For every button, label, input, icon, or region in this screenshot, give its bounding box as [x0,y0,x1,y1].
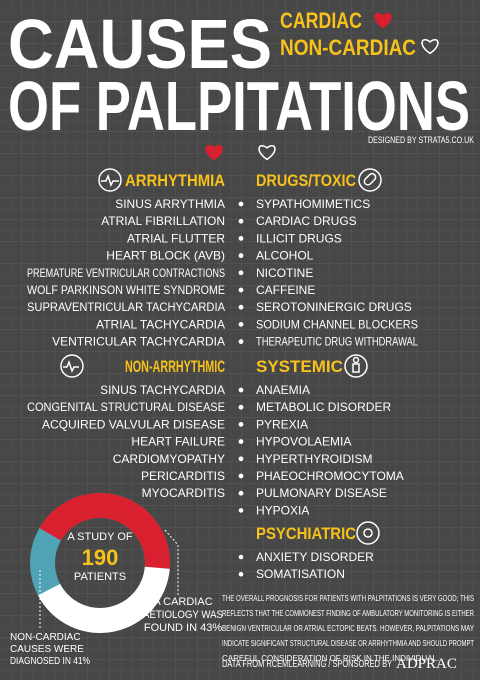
bullet [238,508,244,513]
leader [164,529,179,596]
cause-item: HYPOVOLAEMIA [256,435,351,449]
bullet [238,422,244,427]
segment-label: NON-CARDIAC [10,632,81,643]
cause-item: PREMATURE VENTRICULAR CONTRACTIONS [27,266,225,280]
cause-item: CONGENITAL STRUCTURAL DISEASE [27,400,225,414]
cause-item: ATRIAL FIBRILLATION [101,214,225,228]
cause-item: SINUS TACHYCARDIA [100,383,225,397]
study-center-text: A STUDY OF [67,531,132,543]
cause-item: PHAEOCHROMOCYTOMA [256,469,404,483]
cause-item: SINUS ARRYTHMIA [115,197,225,211]
cause-item: ILLICIT DRUGS [256,231,342,245]
segment-label: FOUND IN 43% [144,622,222,634]
bullet [238,554,244,560]
study-center-text: 190 [82,545,119,570]
footer-paragraph: CAREFUL CONSIDERATION OF RISK IN THE IND… [222,654,439,663]
bullet [238,287,244,293]
cause-item: CARDIAC DRUGS [256,214,357,228]
donut-segment [37,566,170,633]
bullet [238,571,244,577]
section-title: SYSTEMIC [256,357,343,376]
cause-item: NICOTINE [256,266,313,280]
cause-item: HYPERTHYROIDISM [256,452,372,466]
bullet [238,404,244,410]
cause-item: PULMONARY DISEASE [256,486,387,500]
bullet [238,218,244,224]
cause-item: PYREXIA [256,417,308,431]
cause-item: SOMATISATION [256,567,345,581]
cause-item: THERAPEUTIC DRUG WITHDRAWAL [256,335,418,349]
bullet [238,201,244,207]
cause-item: SEROTONINERGIC DRUGS [256,300,412,314]
cause-item: VENTRICULAR TACHYCARDIA [52,335,225,349]
segment-label: DIAGNOSED IN 41% [10,656,90,667]
segment-label: A CARDIAC [153,596,212,608]
study-center-text: PATIENTS [74,571,126,583]
sponsor-logo: ADPRAC [396,656,457,672]
title-line2: OF PALPITATIONS [8,67,470,145]
section-title: ARRHYTHMIA [125,171,225,190]
cause-item: ANXIETY DISORDER [256,550,374,564]
bullet [238,322,244,327]
legend-heart [421,38,439,55]
cause-item: METABOLIC DISORDER [256,400,391,414]
cause-item: SYPATHOMIMETICS [256,197,370,211]
cause-item: WOLF PARKINSON WHITE SYNDROME [27,283,225,297]
section-title: DRUGS/TOXIC [256,171,356,190]
legend-label: NON-CARDIAC [280,35,416,60]
footer-paragraph: THE OVERALL PROGNOSIS FOR PATIENTS WITH … [222,594,474,603]
footer-source: DATA FROM RCEMLEARNING / SPONSORED BY [222,659,392,670]
bullet [238,456,244,462]
footer-paragraph: REFLECTS THAT THE COMMONEST FINDING OF A… [222,609,474,618]
cause-item: ATRIAL TACHYCARDIA [96,317,225,331]
cause-item: HEART BLOCK (AVB) [106,249,225,263]
cause-item: SUPRAVENTRICULAR TACHYCARDIA [27,300,225,314]
icons [60,168,382,545]
bullet [238,304,244,310]
cause-item: ATRIAL FLUTTER [127,231,225,245]
bullet [238,253,244,258]
segment-label: CAUSES WERE [10,644,84,655]
footer-paragraph: BENIGN VENTRICULAR OR ATRIAL ECTOPIC BEA… [222,624,475,633]
bullet [238,439,244,444]
legend-heart [374,12,392,29]
cause-item: SODIUM CHANNEL BLOCKERS [256,317,418,331]
bullet [238,473,244,479]
section-title: NON-ARRHYTHMIC [125,357,225,376]
segment-label: AETIOLOGY WAS [143,609,223,621]
bullet [238,387,244,393]
bullet [238,490,244,496]
cause-item: ACQUIRED VALVULAR DISEASE [42,417,225,431]
column-heart [205,144,223,161]
legend-label: CARDIAC [280,8,362,33]
section-title: PSYCHIATRIC [256,524,356,543]
cause-item: HYPOXIA [256,503,309,517]
bullet [238,339,244,344]
donut-segment [39,493,171,569]
cause-item: ANAEMIA [256,383,310,397]
footer-paragraph: INDICATE SIGNIFICANT STRUCTURAL DISEASE … [222,639,474,648]
credit: DESIGNED BY STRATA5.CO.UK [368,135,474,145]
cause-item: PERICARDITIS [141,469,225,483]
cause-item: ALCOHOL [256,249,314,263]
cause-item: MYOCARDITIS [142,486,225,500]
bullet [238,236,244,241]
bullet [238,270,244,276]
cause-item: CAFFEINE [256,283,315,297]
cause-item: HEART FAILURE [131,435,225,449]
title-line1: CAUSES [8,5,272,83]
column-heart [258,144,276,161]
cause-item: CARDIOMYOPATHY [113,452,225,466]
